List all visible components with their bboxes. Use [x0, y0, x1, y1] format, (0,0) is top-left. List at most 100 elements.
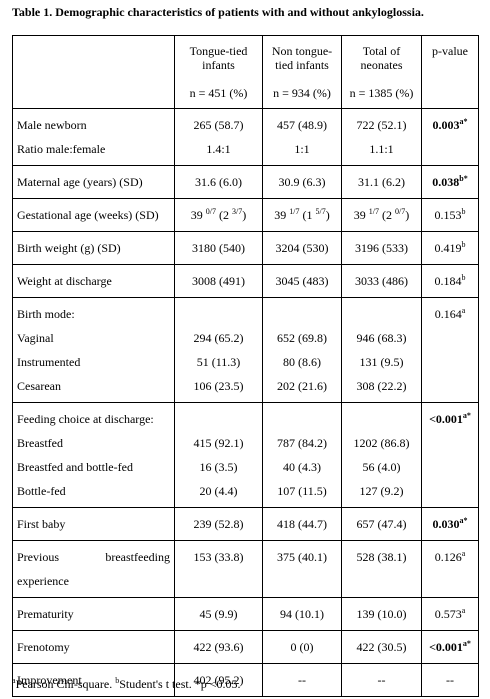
cell-text: 1.4:1	[206, 142, 231, 156]
row-group: Birth mode: 0.164a Vaginal 294 (65.2) 652 (6…	[12, 297, 479, 403]
cell	[421, 431, 479, 455]
cell: 153 (33.8)	[174, 540, 263, 598]
cell: 3196 (533)	[341, 231, 422, 265]
text: 0.153	[434, 208, 462, 222]
cell-text: 202 (21.6)	[277, 379, 327, 393]
text: <0.001	[429, 640, 463, 654]
text: 0.030	[432, 517, 460, 531]
cell: <0.001a*	[421, 630, 479, 664]
cell-text: 40 (4.3)	[283, 460, 321, 474]
cell-text: 31.6 (6.0)	[195, 175, 242, 189]
cell: 0.573a	[421, 597, 479, 631]
cell	[174, 402, 263, 431]
cell: 0.419b	[421, 231, 479, 265]
cell: 80 (8.6)	[262, 350, 342, 374]
cell-text: 131 (9.5)	[359, 355, 404, 369]
cell-text: 20 (4.4)	[199, 484, 238, 498]
cell	[421, 137, 479, 166]
cell-text: 80 (8.6)	[283, 355, 321, 369]
cell-text: 422 (93.6)	[193, 640, 244, 654]
cell: 1.1:1	[341, 137, 422, 166]
column-header: p-value	[421, 35, 479, 109]
cell: 3008 (491)	[174, 264, 263, 298]
cell: 202 (21.6)	[262, 374, 342, 403]
table-row: Male newborn 265 (58.7) 457 (48.9) 722 (52.…	[12, 108, 479, 137]
row-label: Ratio male:female	[12, 137, 175, 166]
cell: 418 (44.7)	[262, 507, 342, 541]
cell-text: 3204 (530)	[275, 241, 329, 255]
cell-text: 0 (0)	[290, 640, 314, 654]
row-label: Gestational age (weeks) (SD)	[12, 198, 175, 232]
cell: 127 (9.2)	[341, 479, 422, 508]
cell-text: 0.419b	[435, 241, 466, 256]
cell-text: 3008 (491)	[192, 274, 245, 288]
cell-text: 106 (23.5)	[193, 379, 244, 393]
cell-text: 294 (65.2)	[193, 331, 244, 345]
column-name: p-value	[432, 44, 468, 58]
cell: 528 (38.1)	[341, 540, 422, 598]
superscript: a	[461, 306, 466, 315]
cell-text: 3033 (486)	[355, 274, 408, 288]
cell-text: 652 (69.8)	[277, 331, 327, 345]
cell: 39 0/7 (2 3/7)	[174, 198, 263, 232]
cell-text: 0.126a	[434, 550, 466, 565]
cell-text: 139 (10.0)	[356, 607, 407, 621]
cell	[421, 350, 479, 374]
cell: 652 (69.8)	[262, 326, 342, 350]
cell: 3204 (530)	[262, 231, 342, 265]
cell-text: 153 (33.8)	[193, 550, 244, 564]
row-group: Maternal age (years) (SD) 31.6 (6.0) 30.9 …	[12, 165, 479, 199]
cell-text: 946 (68.3)	[356, 331, 407, 345]
superscript: b	[461, 273, 466, 282]
row-label: Breastfed	[12, 431, 175, 455]
cell-text: 418 (44.7)	[277, 517, 327, 531]
table-row: Instrumented 51 (11.3) 80 (8.6) 131 (9.5)	[12, 350, 479, 374]
cell: 1:1	[262, 137, 342, 166]
superscript: a*	[462, 639, 471, 648]
table-row: Prematurity 45 (9.9) 94 (10.1) 139 (10.0) 0.…	[12, 597, 479, 631]
text: Student's t test. *p <0.05.	[119, 677, 241, 691]
cell	[174, 297, 263, 326]
cell: 0.038b*	[421, 165, 479, 199]
table-row: Bottle-fed 20 (4.4) 107 (11.5) 127 (9.2)	[12, 479, 479, 508]
cell: 308 (22.2)	[341, 374, 422, 403]
text: 0.126	[434, 550, 462, 564]
superscript: b	[461, 207, 466, 216]
superscript: 1/7	[289, 207, 300, 216]
row-group: Previous breastfeeding experience 153 (33…	[12, 540, 479, 598]
superscript: a*	[459, 516, 468, 525]
cell: 3033 (486)	[341, 264, 422, 298]
text: 0.184	[434, 274, 462, 288]
cell: 1.4:1	[174, 137, 263, 166]
cell-text: 16 (3.5)	[199, 460, 238, 474]
cell-text: 787 (84.2)	[277, 436, 327, 450]
cell: --	[421, 663, 479, 697]
cell-text: 94 (10.1)	[280, 607, 324, 621]
cell: 0.003a*	[421, 108, 479, 137]
cell: --	[262, 663, 342, 697]
cell-text: 722 (52.1)	[356, 118, 407, 132]
cell: 51 (11.3)	[174, 350, 263, 374]
table-row: Gestational age (weeks) (SD) 39 0/7 (2 3/…	[12, 198, 479, 232]
row-group: Improvement 402 (95.2) -- -- --	[12, 663, 479, 697]
superscript: a*	[462, 411, 471, 420]
row-group: First baby 239 (52.8) 418 (44.7) 657 (47.4)…	[12, 507, 479, 541]
row-label: Birth mode:	[12, 297, 175, 326]
cell-text: 127 (9.2)	[359, 484, 404, 498]
cell-text: 375 (40.1)	[277, 550, 327, 564]
row-group: Weight at discharge 3008 (491) 3045 (483) 3…	[12, 264, 479, 298]
text: 39	[190, 208, 206, 222]
cell-text: 457 (48.9)	[277, 118, 327, 132]
cell	[262, 297, 342, 326]
cell: 0.126a	[421, 540, 479, 598]
cell	[421, 374, 479, 403]
row-label: Improvement	[12, 663, 175, 697]
cell-text: --	[298, 673, 306, 687]
column-header: Total of neonates n = 1385 (%)	[341, 35, 422, 109]
cell-text: 107 (11.5)	[277, 484, 327, 498]
footnote: aPearson Chi-square. bStudent's t test. …	[12, 677, 240, 692]
cell-text: 3196 (533)	[355, 241, 408, 255]
table-row: Maternal age (years) (SD) 31.6 (6.0) 30.9 …	[12, 165, 479, 199]
column-header: Non tongue-tied infants n = 934 (%)	[262, 35, 342, 109]
cell: 131 (9.5)	[341, 350, 422, 374]
